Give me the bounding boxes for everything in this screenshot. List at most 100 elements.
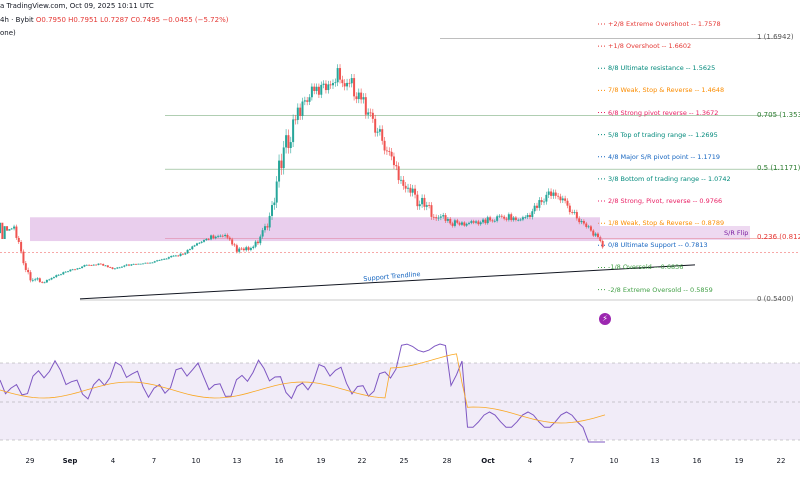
candle-body [67,271,70,273]
x-axis-tick: 7 [569,457,575,465]
candle-body [151,262,154,264]
candle-body [489,217,492,221]
candle-body [153,261,156,263]
candles [0,64,604,284]
candle-body [521,217,524,220]
murrey-level-label: 3/8 Bottom of trading range -- 1.0742 [608,174,731,183]
candle-body [285,135,288,148]
candle-body [228,237,231,240]
candle-body [181,253,184,255]
candle-body [17,237,20,242]
candle-body [339,68,342,80]
candle-body [3,226,6,240]
candle-body [324,83,327,91]
candle-body [582,221,585,224]
x-axis-tick: 22 [357,457,367,465]
candle-body [52,277,55,279]
candle-body [167,257,170,259]
candle-body [263,226,266,231]
candle-body [287,135,290,149]
candle-body [268,215,271,228]
candle-body [59,274,62,276]
candle-body [566,200,569,206]
support-trendline [79,264,696,300]
candle-body [1,222,4,240]
candle-body [404,185,407,189]
candle-body [13,226,16,229]
candle-body [334,82,337,84]
candle-body [95,264,98,266]
candle-body [212,235,215,239]
candle-body [102,263,105,266]
candle-body [123,265,126,267]
candle-body [545,194,548,202]
candle-body [486,217,489,224]
candle-body [238,248,241,252]
candle-body [407,187,410,189]
lightning-icon[interactable]: ⚡ [599,313,611,325]
candle-body [249,248,252,250]
candle-body [163,258,166,260]
candle-body [514,217,517,220]
murrey-level-label: 5/8 Top of trading range -- 1.2695 [608,130,718,139]
candle-body [137,263,140,265]
candle-body [446,218,449,221]
candle-body [460,222,463,225]
candle-body [142,263,145,265]
murrey-level-label: +1/8 Overshoot -- 1.6602 [608,42,692,51]
x-axis-tick: Sep [62,457,78,465]
candle-body [165,258,168,260]
candle-body [214,236,217,239]
candle-body [43,282,46,284]
candle-body [132,263,135,265]
murrey-level-label: 0/8 Ultimate Support -- 0.7813 [608,241,708,250]
x-axis-tick: 29 [25,457,35,465]
candle-body [535,205,538,208]
candle-body [81,266,84,269]
candle-body [353,78,356,97]
candle-body [172,255,175,257]
candle-body [256,241,259,244]
candle-body [71,269,74,271]
candle-body [62,272,65,275]
candle-body [531,211,534,217]
candle-body [500,215,503,217]
candle-body [20,241,23,252]
candle-body [106,265,109,268]
fib-level-label: 0.236 (0.8124) [757,233,800,242]
header-published: a TradingView.com, Oct 09, 2025 10:11 UT… [0,2,154,10]
candle-body [113,268,116,270]
murrey-level-label: +2/8 Extreme Overshoot -- 1.7578 [608,20,721,28]
murrey-level-label: 1/8 Weak, Stop & Reverse -- 0.8789 [608,219,725,228]
candle-body [308,97,311,102]
candle-body [540,200,543,203]
candle-body [278,160,281,182]
candle-body [552,192,555,196]
candle-body [397,166,400,181]
candle-body [34,279,37,281]
candle-body [496,216,499,221]
candle-body [149,262,152,264]
candle-body [280,160,283,169]
candle-body [392,156,395,166]
candle-body [76,268,79,270]
x-axis-tick: 13 [650,457,660,465]
candle-body [144,262,147,264]
fib-level-label: 0 (0.5400) [757,295,794,303]
candle-body [24,263,27,270]
candle-body [27,269,30,273]
candle-body [425,205,428,207]
candle-body [374,118,377,133]
candle-body [402,179,405,186]
candle-body [0,222,1,234]
candle-body [498,215,501,217]
sr-flip-label: S/R Flip [724,229,749,237]
candle-body [411,188,414,193]
candle-body [369,112,372,114]
x-axis-tick: 7 [151,457,157,465]
fib-level-label: 1 (1.6942) [757,33,794,42]
x-axis-tick: 28 [442,457,452,465]
candle-body [451,223,454,226]
candle-body [292,119,295,143]
